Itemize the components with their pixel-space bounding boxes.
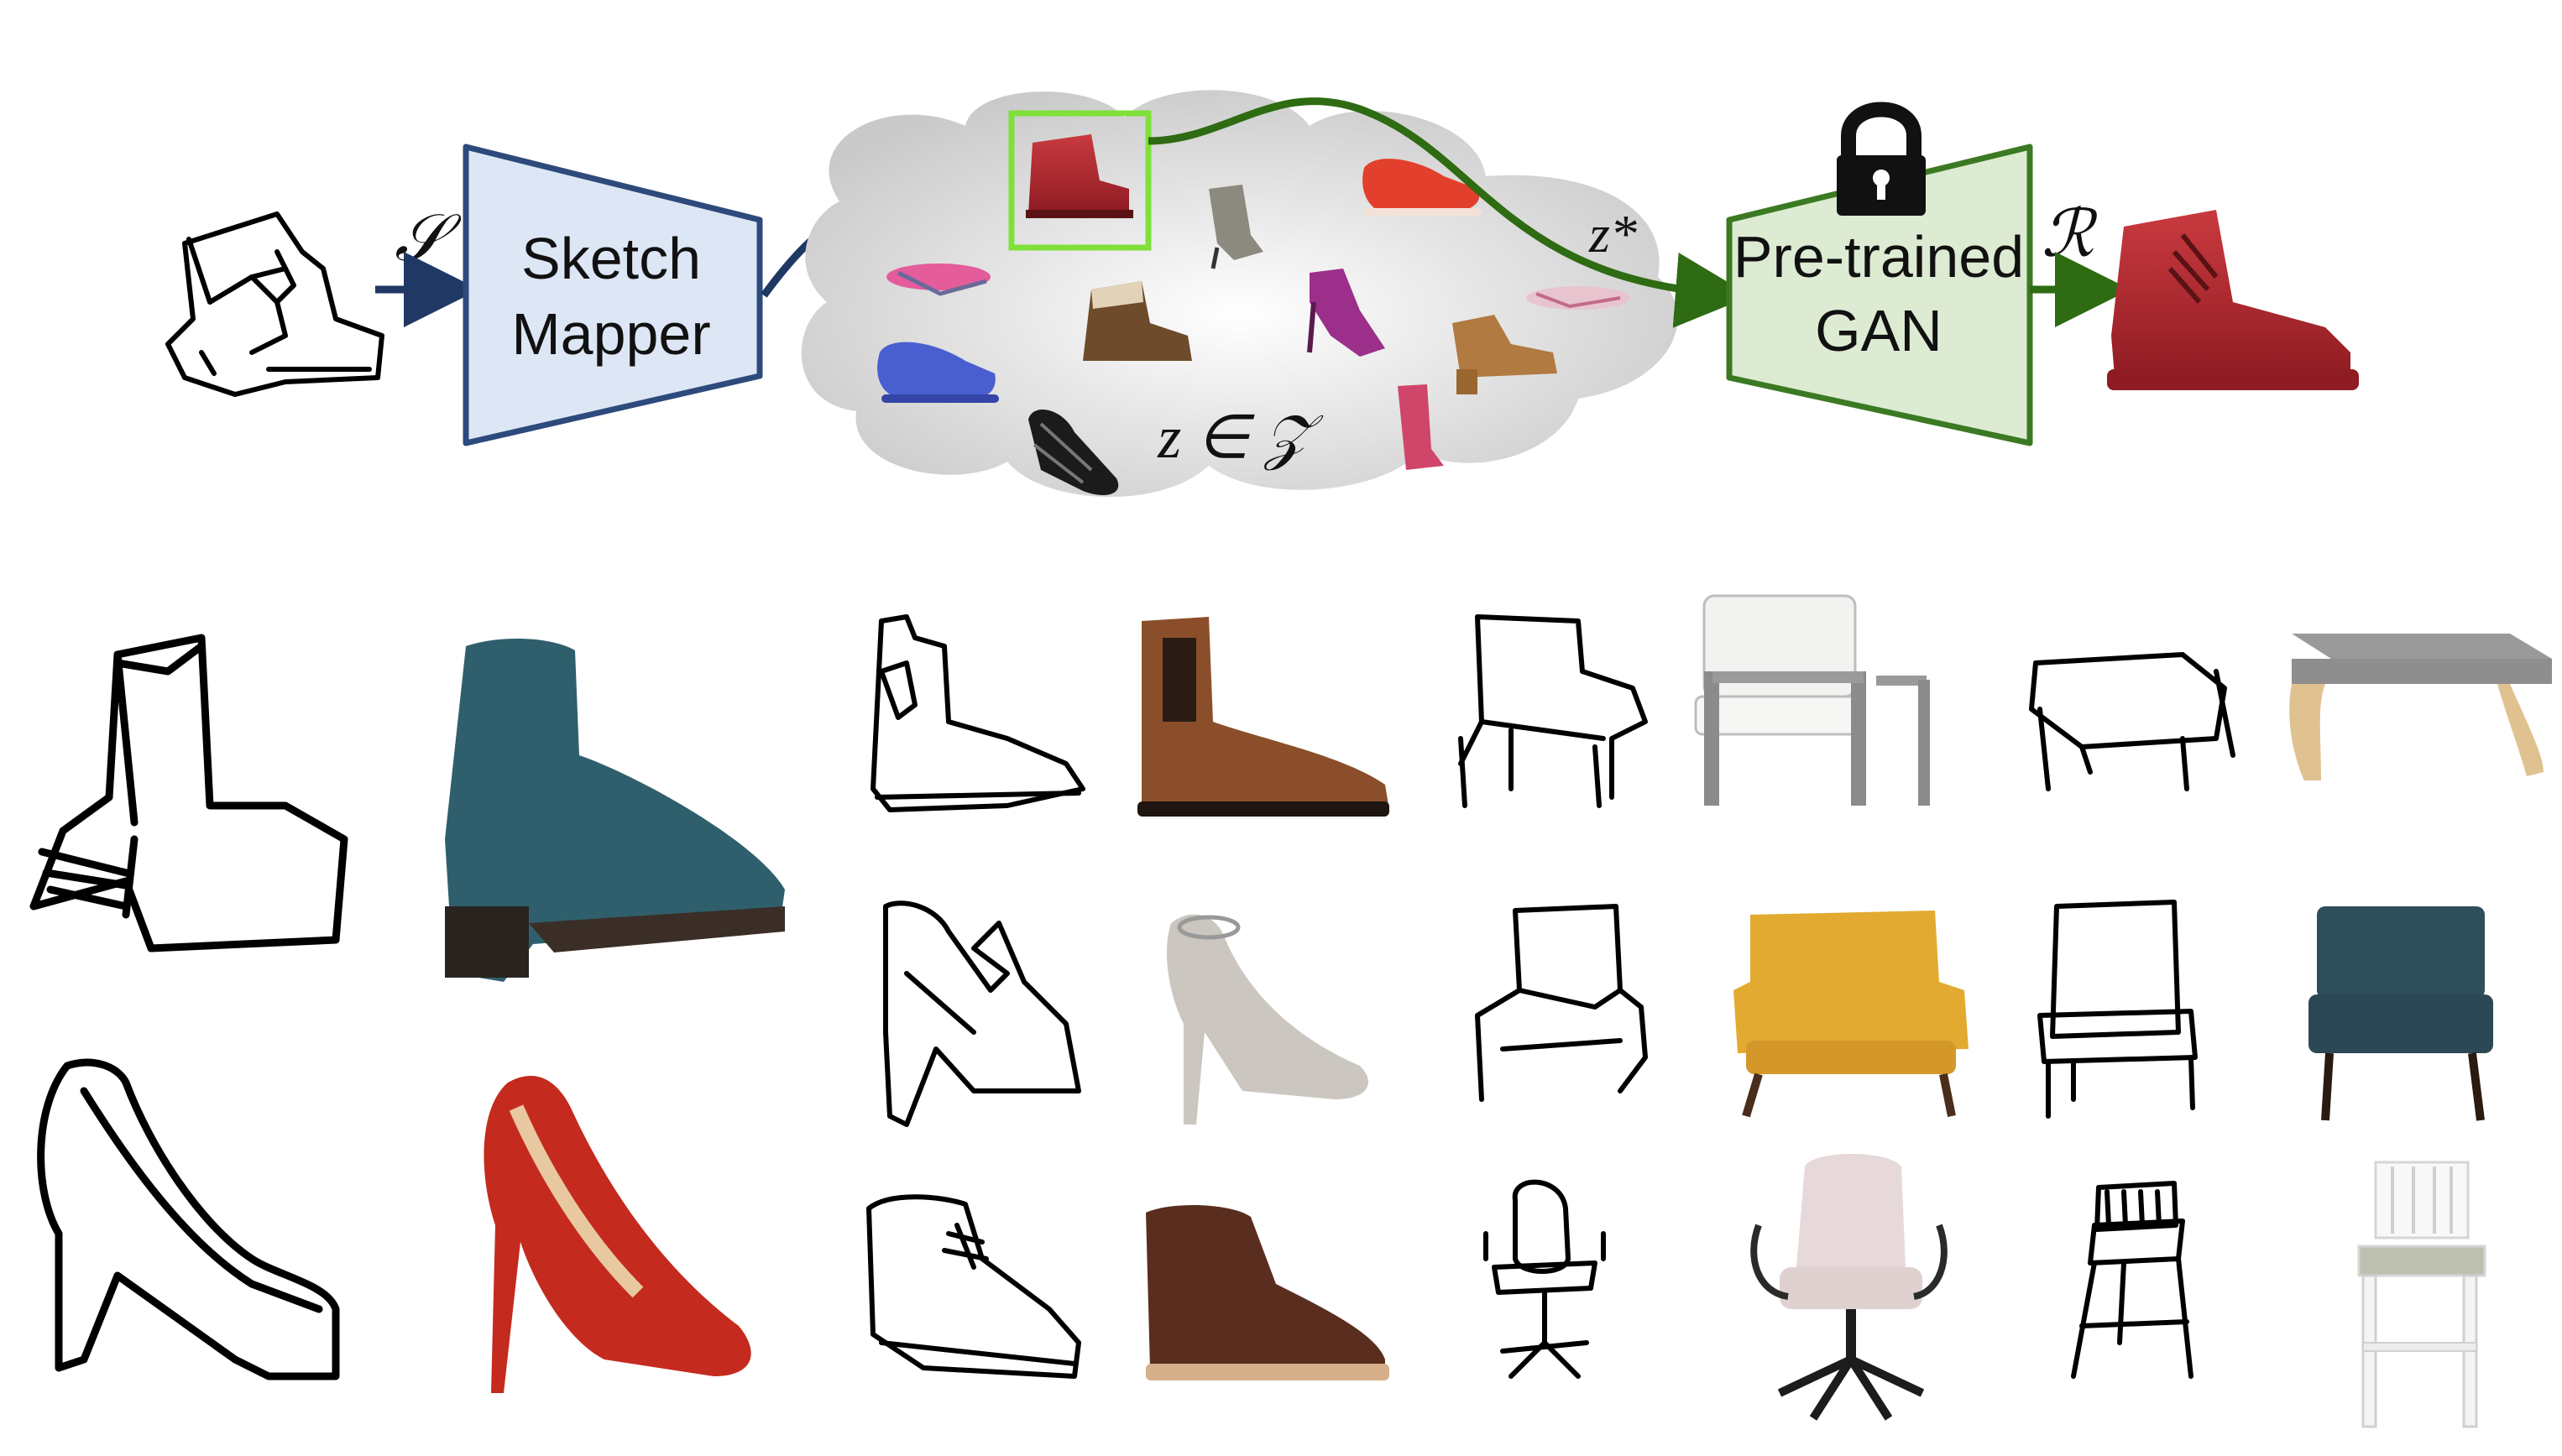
zstar-label: z*: [1588, 204, 1637, 264]
example-armless-chair-sketch: [2037, 900, 2198, 1119]
arrow-latent-to-gan: [1148, 97, 1751, 328]
lock-icon: [1837, 102, 1926, 216]
example-big-heel-sketch: [37, 1058, 340, 1380]
example-barstool-photo: [2357, 1161, 2486, 1428]
input-sketch-boot: [165, 211, 384, 397]
latent-shoe-boot-brown: [1083, 281, 1192, 361]
latent-shoe-flipflop-light: [1526, 286, 1630, 310]
latent-shoe-sandal-purple: [1307, 269, 1385, 357]
example-strap-heel-photo: [1167, 914, 1368, 1125]
pretrained-gan-block: Pre-trained GAN: [1726, 144, 2033, 446]
latent-label: z ∈ 𝒵: [1157, 404, 1324, 471]
selected-latent-highlight: [1008, 110, 1152, 251]
example-chelsea-sketch: [871, 614, 1085, 812]
mapper-label-line2: Mapper: [511, 301, 710, 367]
latent-shoe-heel-grey: [1209, 185, 1263, 269]
gan-label-line2: GAN: [1815, 298, 1942, 363]
sketch-symbol: 𝒮: [395, 201, 462, 274]
example-chukka-photo: [1146, 1204, 1389, 1380]
example-strap-heel-sketch: [883, 900, 1081, 1127]
latent-space-cloud: z ∈ 𝒵: [801, 90, 1678, 498]
latent-shoe-flipflop-pink: [886, 264, 991, 296]
example-barstool-sketch: [2071, 1181, 2193, 1379]
example-wingchair-sketch: [1475, 904, 1648, 1102]
latent-shoe-boot-red-selected: [1026, 134, 1133, 218]
gan-label-line1: Pre-trained: [1733, 224, 2024, 290]
latent-shoe-rainboot-pink: [1398, 384, 1444, 470]
example-armless-chair-photo: [2308, 906, 2493, 1121]
example-office-chair-sketch: [1483, 1179, 1606, 1379]
example-wingchair-photo: [1733, 911, 1969, 1118]
example-armchair-sketch: [1458, 614, 1648, 808]
output-boot-red: [2107, 210, 2359, 390]
example-chelsea-photo: [1137, 617, 1389, 817]
latent-shoe-platform-tan: [1452, 315, 1557, 394]
latent-shoe-sandal-black: [1028, 410, 1119, 495]
pipeline: 𝒮 Sketch Mapper: [165, 90, 2359, 498]
mapper-label-line1: Sketch: [521, 226, 701, 291]
latent-shoe-sneaker-blue: [877, 342, 999, 403]
example-big-boot-photo: [445, 638, 785, 982]
example-footstool-sketch: [2029, 652, 2235, 791]
example-big-heel-photo: [484, 1075, 751, 1393]
example-chukka-sketch: [866, 1194, 1081, 1379]
example-big-boot-sketch: [29, 634, 348, 952]
output-symbol: ℛ: [2042, 197, 2098, 270]
example-office-chair-photo: [1750, 1154, 1948, 1421]
example-armchair-photo: [1694, 594, 1930, 806]
example-footstool-photo: [2289, 634, 2552, 780]
latent-shoe-sneaker-red: [1362, 159, 1482, 216]
sketch-mapper-block: Sketch Mapper: [463, 144, 763, 446]
